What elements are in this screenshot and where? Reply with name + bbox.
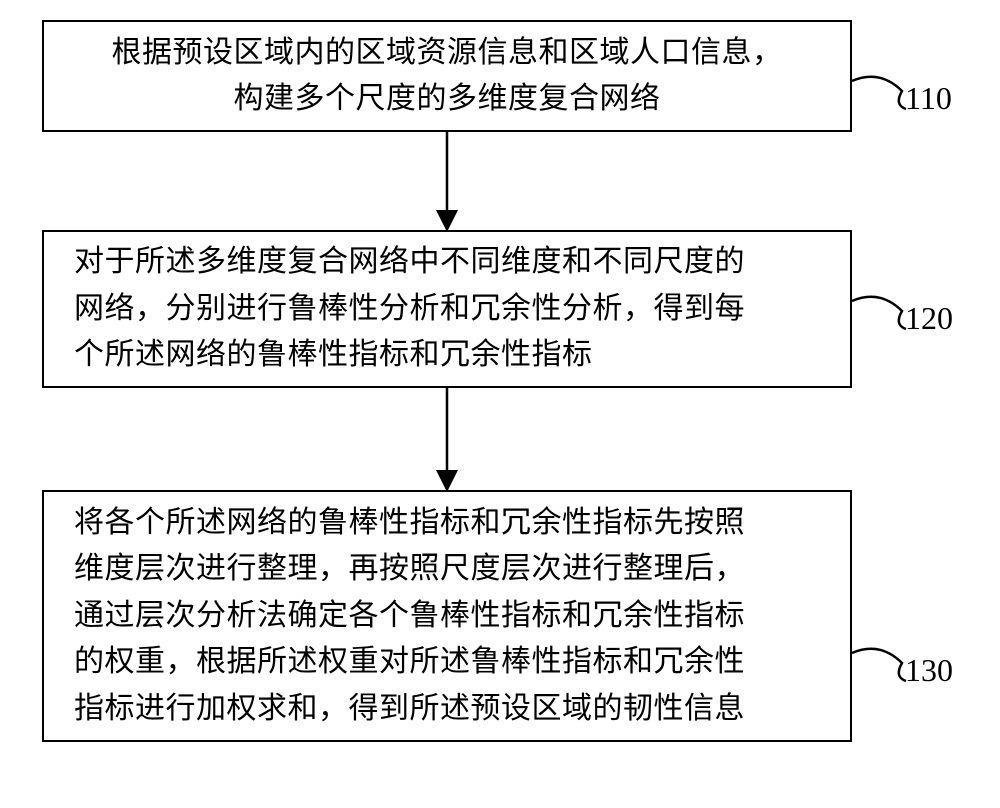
- flowchart-canvas: 根据预设区域内的区域资源信息和区域人口信息， 构建多个尺度的多维度复合网络 11…: [0, 0, 1000, 808]
- step-label-110: 110: [905, 80, 952, 117]
- step-label-130: 130: [905, 652, 953, 689]
- connector-swoosh-2: [852, 295, 908, 333]
- flow-node-2: 对于所述多维度复合网络中不同维度和不同尺度的 网络，分别进行鲁棒性分析和冗余性分…: [42, 230, 852, 388]
- step-label-120: 120: [905, 300, 953, 337]
- connector-swoosh-3: [852, 647, 908, 685]
- n3-line3: 通过层次分析法确定各个鲁棒性指标和冗余性指标: [74, 599, 745, 632]
- n3-line2: 维度层次进行整理，再按照尺度层次进行整理后，: [74, 552, 745, 585]
- flow-node-3: 将各个所述网络的鲁棒性指标和冗余性指标先按照 维度层次进行整理，再按照尺度层次进…: [42, 490, 852, 742]
- n3-line5: 指标进行加权求和，得到所述预设区域的韧性信息: [74, 692, 745, 725]
- n2-line3: 个所述网络的鲁棒性指标和冗余性指标: [74, 338, 593, 371]
- n1-line1: 根据预设区域内的区域资源信息和区域人口信息，: [112, 36, 783, 69]
- n2-line2: 网络，分别进行鲁棒性分析和冗余性分析，得到每: [74, 292, 745, 325]
- flow-node-2-text: 对于所述多维度复合网络中不同维度和不同尺度的 网络，分别进行鲁棒性分析和冗余性分…: [44, 239, 850, 379]
- flow-node-1: 根据预设区域内的区域资源信息和区域人口信息， 构建多个尺度的多维度复合网络: [42, 20, 852, 132]
- arrow-1: [436, 132, 458, 232]
- flow-node-1-text: 根据预设区域内的区域资源信息和区域人口信息， 构建多个尺度的多维度复合网络: [44, 30, 850, 123]
- n1-line2: 构建多个尺度的多维度复合网络: [234, 82, 661, 115]
- n3-line4: 的权重，根据所述权重对所述鲁棒性指标和冗余性: [74, 645, 745, 678]
- n3-line1: 将各个所述网络的鲁棒性指标和冗余性指标先按照: [74, 506, 745, 539]
- connector-swoosh-1: [852, 75, 908, 113]
- flow-node-3-text: 将各个所述网络的鲁棒性指标和冗余性指标先按照 维度层次进行整理，再按照尺度层次进…: [44, 500, 850, 733]
- arrow-2: [436, 388, 458, 492]
- n2-line1: 对于所述多维度复合网络中不同维度和不同尺度的: [74, 245, 745, 278]
